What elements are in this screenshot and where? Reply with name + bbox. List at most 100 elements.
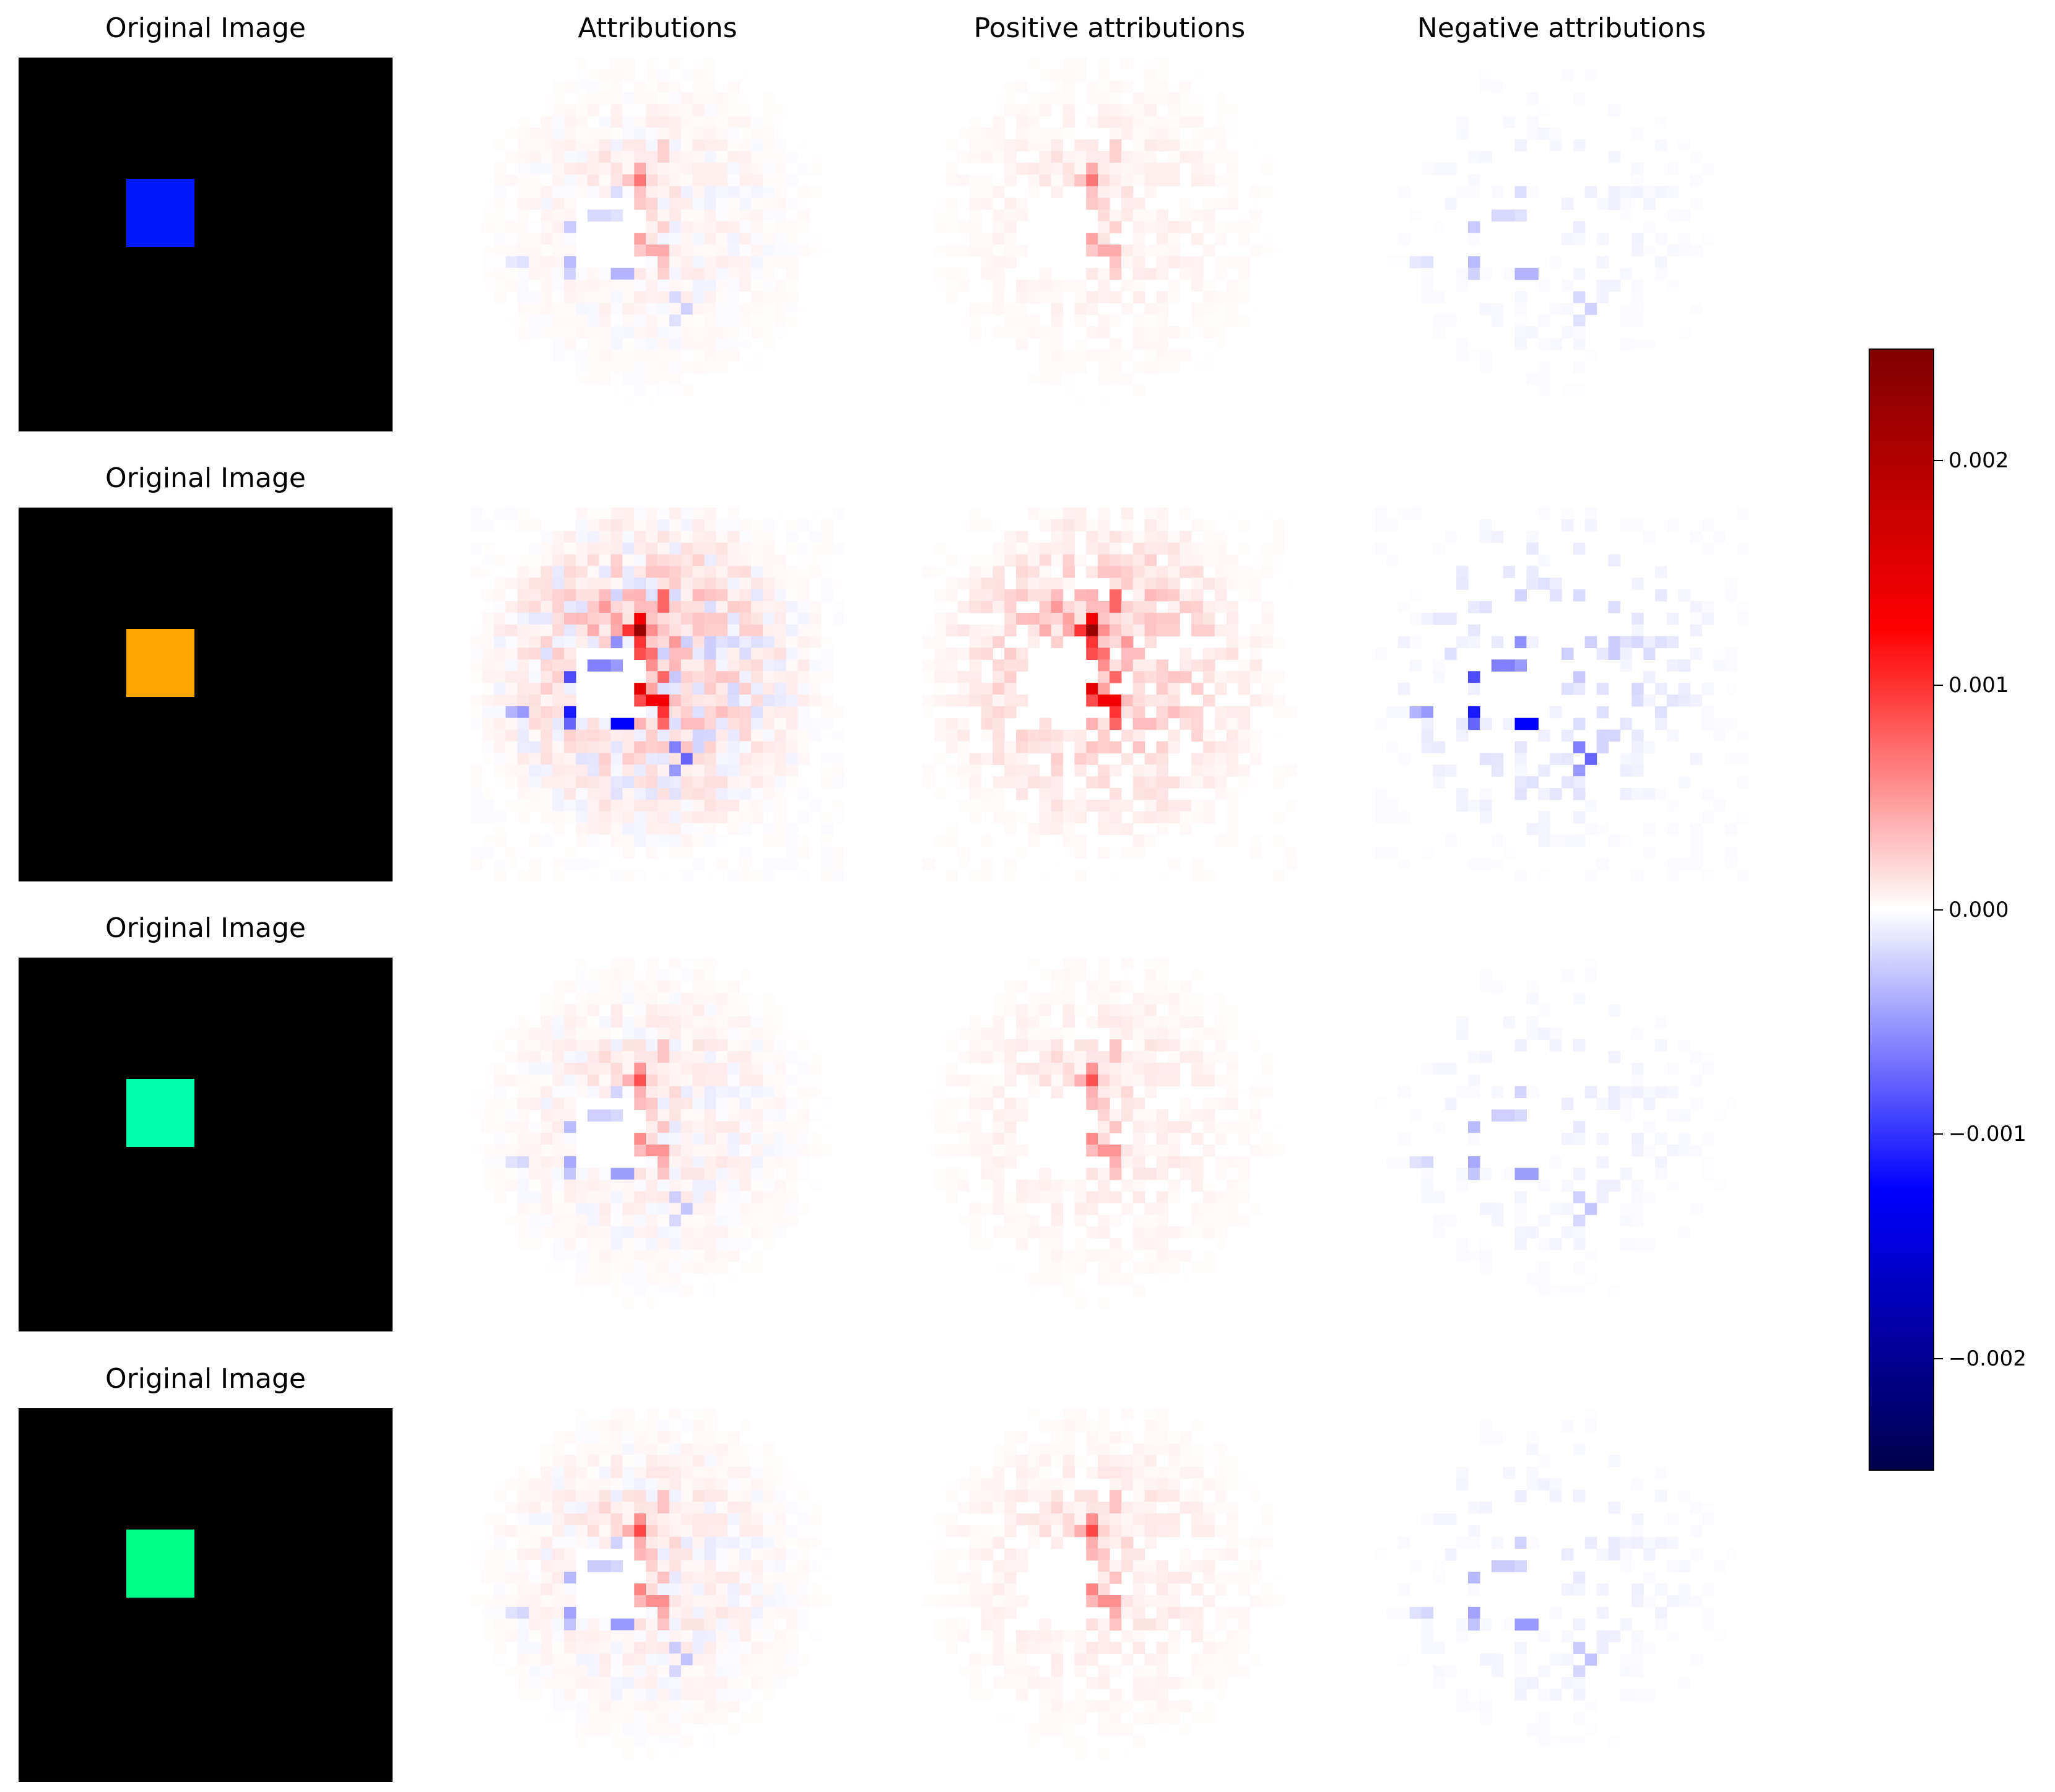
heatmap-cell <box>1503 1109 1516 1122</box>
heatmap-cell <box>704 1560 716 1572</box>
heatmap-cell <box>541 1478 553 1491</box>
heatmap-cell <box>599 969 612 982</box>
heatmap-cell <box>1456 788 1469 800</box>
heatmap-cell <box>1027 1408 1040 1421</box>
heatmap-cell <box>739 589 752 602</box>
heatmap-cell <box>680 1642 693 1654</box>
heatmap-cell <box>1226 834 1239 847</box>
heatmap-cell <box>728 174 740 187</box>
heatmap-cell <box>541 554 553 566</box>
heatmap-cell <box>728 1572 740 1584</box>
heatmap-cell <box>587 519 600 532</box>
heatmap-cell <box>1110 542 1122 555</box>
heatmap-cell <box>716 338 728 350</box>
heatmap-cell <box>993 636 1005 649</box>
heatmap-cell <box>575 508 588 520</box>
heatmap-cell <box>517 1525 529 1538</box>
heatmap-cell <box>658 1525 670 1538</box>
heatmap-cell <box>1655 1039 1667 1052</box>
heatmap-cell <box>751 128 763 140</box>
heatmap-cell <box>692 706 705 719</box>
heatmap-cell <box>634 349 646 362</box>
heatmap-cell <box>739 1525 752 1538</box>
heatmap-cell <box>610 1665 623 1677</box>
heatmap-cell <box>716 834 728 847</box>
heatmap-cell <box>1620 753 1632 765</box>
heatmap-cell <box>969 326 981 339</box>
heatmap-cell <box>493 1156 506 1169</box>
heatmap-cell <box>610 846 623 859</box>
heatmap-cell <box>1238 291 1251 303</box>
heatmap-cell <box>634 636 646 649</box>
heatmap-cell <box>704 992 716 1005</box>
heatmap-cell <box>552 1606 565 1619</box>
heatmap-cell <box>529 858 541 870</box>
heatmap-cell <box>1110 1167 1122 1180</box>
heatmap-cell <box>1191 1167 1204 1180</box>
heatmap-cell <box>1690 1145 1703 1157</box>
heatmap-cell <box>680 834 693 847</box>
heatmap-cell <box>821 683 833 695</box>
heatmap-cell <box>634 1238 646 1250</box>
heatmap-cell <box>1110 1443 1122 1456</box>
heatmap-cell <box>669 530 682 543</box>
heatmap-cell <box>1479 69 1492 82</box>
heatmap-cell <box>1016 1062 1028 1075</box>
heatmap-cell <box>658 870 670 881</box>
heatmap-cell <box>1004 1121 1017 1133</box>
heatmap-cell <box>1631 1191 1644 1203</box>
heatmap-cell <box>797 636 810 649</box>
heatmap-cell <box>786 624 799 637</box>
heatmap-cell <box>1203 197 1215 210</box>
heatmap-cell <box>934 671 947 683</box>
heatmap-cell <box>1062 1179 1075 1192</box>
heatmap-cell <box>692 1466 705 1479</box>
heatmap-cell <box>934 834 947 847</box>
heatmap-cell <box>1491 1086 1504 1099</box>
heatmap-cell <box>587 1525 600 1538</box>
heatmap-cell <box>634 361 646 374</box>
heatmap-cell <box>669 1595 682 1608</box>
heatmap-cell <box>1004 1455 1017 1467</box>
heatmap-cell <box>541 624 553 637</box>
heatmap-cell <box>739 823 752 836</box>
heatmap-cell <box>610 69 623 82</box>
heatmap-cell <box>1397 256 1410 269</box>
heatmap-cell <box>493 647 506 660</box>
heatmap-cell <box>552 717 565 730</box>
heatmap-cell <box>945 162 958 175</box>
heatmap-cell <box>957 221 970 233</box>
heatmap-cell <box>981 279 993 292</box>
heatmap-cell <box>1110 823 1122 836</box>
heatmap-cell <box>564 314 576 327</box>
heatmap-cell <box>680 1039 693 1052</box>
original-image-row-3 <box>19 958 393 1331</box>
heatmap-cell <box>1514 776 1527 789</box>
heatmap-cell <box>981 624 993 637</box>
heatmap-cell <box>1144 508 1157 520</box>
heatmap-cell <box>969 1478 981 1491</box>
heatmap-cell <box>575 542 588 555</box>
heatmap-cell <box>1062 958 1075 970</box>
heatmap-cell <box>1631 612 1644 625</box>
heatmap-cell <box>981 706 993 719</box>
heatmap-cell <box>1584 69 1597 82</box>
heatmap-cell <box>1039 1466 1052 1479</box>
heatmap-cell <box>728 1097 740 1110</box>
heatmap-cell <box>669 1226 682 1239</box>
heatmap-cell <box>1051 1261 1064 1274</box>
heatmap-cell <box>739 1455 752 1467</box>
heatmap-cell <box>751 1595 763 1608</box>
heatmap-cell <box>969 683 981 695</box>
heatmap-cell <box>610 1642 623 1654</box>
heatmap-cell <box>634 373 646 386</box>
heatmap-cell <box>1203 291 1215 303</box>
heatmap-cell <box>762 1502 775 1514</box>
heatmap-cell <box>1226 566 1239 578</box>
heatmap-cell <box>575 717 588 730</box>
heatmap-cell <box>739 256 752 269</box>
heatmap-cell <box>1655 233 1667 245</box>
heatmap-cell <box>797 1062 810 1075</box>
heatmap-cell <box>482 612 495 625</box>
heatmap-cell <box>646 174 658 187</box>
